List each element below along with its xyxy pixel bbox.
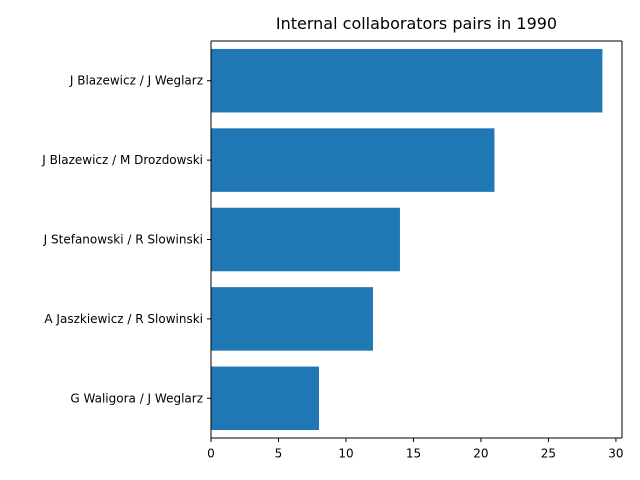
bars-group	[211, 48, 603, 431]
y-tick-label-1: J Blazewicz / M Drozdowski	[41, 153, 203, 167]
bar-0	[211, 48, 603, 113]
y-tick-label-3: A Jaszkiewicz / R Slowinski	[44, 312, 203, 326]
y-tick-label-2: J Stefanowski / R Slowinski	[43, 233, 203, 247]
x-tick-label-2: 10	[338, 447, 353, 461]
chart-title: Internal collaborators pairs in 1990	[276, 14, 557, 33]
y-tick-label-4: G Waligora / J Weglarz	[70, 391, 203, 405]
y-axis-ticks: J Blazewicz / J Weglarz J Blazewicz / M D…	[41, 74, 211, 405]
axes-spines	[210, 40, 623, 439]
x-tick-label-0: 0	[207, 447, 215, 461]
bar-4	[211, 366, 319, 431]
y-tick-label-0: J Blazewicz / J Weglarz	[69, 74, 203, 88]
bar-2	[211, 207, 400, 272]
x-axis-ticks: 0 5 10 15 20 25 30	[207, 438, 624, 461]
x-tick-label-1: 5	[275, 447, 283, 461]
bar-3	[211, 287, 373, 351]
x-tick-label-4: 20	[473, 447, 488, 461]
x-tick-label-6: 30	[608, 447, 623, 461]
bar-1	[211, 128, 495, 192]
x-tick-label-5: 25	[541, 447, 556, 461]
x-tick-label-3: 15	[406, 447, 421, 461]
